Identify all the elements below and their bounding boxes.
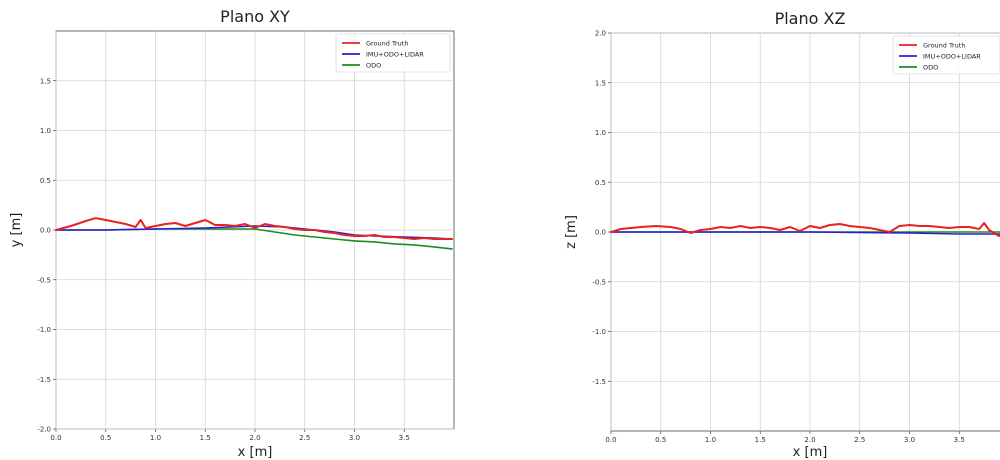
y-tick-label: 0.5 (40, 177, 51, 185)
x-tick-label: 0.0 (605, 436, 616, 444)
y-axis-label: y [m] (9, 213, 24, 248)
legend-label-imu-odo-lidar: IMU+ODO+LIDAR (366, 51, 424, 59)
y-tick-label: 0.0 (40, 227, 51, 235)
legend-box (335, 33, 451, 73)
x-tick-labels: 0.0 0.5 1.0 1.5 2.0 2.5 3.0 3.5 (605, 436, 964, 444)
legend-label-odo: ODO (366, 62, 381, 70)
x-axis-label: x [m] (793, 445, 828, 460)
y-axis-label: z [m] (564, 215, 579, 249)
y-tick-label: -1.0 (37, 326, 51, 334)
series-line-ground-truth (610, 222, 1000, 237)
y-tick-label: 1.5 (40, 77, 51, 85)
y-tick-label: 0.5 (595, 179, 606, 187)
chart-title: Plano XZ (775, 9, 846, 28)
x-tick-label: 2.0 (804, 436, 815, 444)
x-tick-label: 1.5 (755, 436, 766, 444)
y-tick-label: 1.0 (40, 127, 51, 135)
y-tick-label: -1.0 (592, 328, 606, 336)
x-axis-label: x [m] (238, 445, 273, 460)
y-tick-label: -1.5 (37, 376, 51, 384)
y-tick-label: -2.0 (37, 426, 51, 434)
chart-plano-xz: 0.0 0.5 1.0 1.5 2.0 2.5 3.0 3.5 -1.5 -1.0 -0.5 0.0… (564, 9, 1000, 460)
chart-title: Plano XY (220, 7, 290, 26)
x-tick-label: 1.5 (200, 434, 211, 442)
x-tick-label: 1.0 (150, 434, 161, 442)
legend-label-ground-truth: Ground Truth (366, 40, 408, 48)
x-tick-label: 3.5 (399, 434, 410, 442)
y-tick-label: -0.5 (592, 278, 606, 286)
y-tick-label: -0.5 (37, 276, 51, 284)
x-tick-label: 3.5 (954, 436, 965, 444)
x-tick-label: 1.0 (705, 436, 716, 444)
legend: Ground Truth IMU+ODO+LIDAR ODO (335, 33, 451, 73)
series-lines (610, 222, 1000, 237)
x-tick-label: 3.0 (904, 436, 915, 444)
legend-label-imu-odo-lidar: IMU+ODO+LIDAR (923, 53, 981, 61)
y-tick-labels: -1.5 -1.0 -0.5 0.0 0.5 1.0 1.5 2.0 (592, 30, 606, 386)
series-line-ground-truth (55, 217, 453, 240)
x-tick-label: 0.0 (50, 434, 61, 442)
x-tick-labels: 0.0 0.5 1.0 1.5 2.0 2.5 3.0 3.5 (50, 434, 409, 442)
x-tick-label: 2.5 (299, 434, 310, 442)
chart-plano-xy: 0.0 0.5 1.0 1.5 2.0 2.5 3.0 3.5 -2.0 -1.5 -1.0 -0.… (9, 7, 455, 460)
y-tick-label: 0.0 (595, 229, 606, 237)
grid (53, 31, 454, 432)
series-lines (55, 217, 453, 250)
legend-label-ground-truth: Ground Truth (923, 42, 965, 50)
x-tick-label: 2.5 (854, 436, 865, 444)
x-tick-label: 3.0 (349, 434, 360, 442)
y-tick-label: 1.5 (595, 79, 606, 87)
x-tick-label: 2.0 (249, 434, 260, 442)
x-tick-label: 0.5 (655, 436, 666, 444)
y-tick-label: 2.0 (595, 30, 606, 38)
y-tick-label: -1.5 (592, 378, 606, 386)
legend-label-odo: ODO (923, 64, 938, 72)
x-tick-label: 0.5 (100, 434, 111, 442)
legend-box (892, 35, 1000, 75)
y-tick-labels: -2.0 -1.5 -1.0 -0.5 0.0 0.5 1.0 1.5 (37, 77, 51, 433)
legend: Ground Truth IMU+ODO+LIDAR ODO (892, 35, 1000, 75)
y-tick-label: 1.0 (595, 129, 606, 137)
